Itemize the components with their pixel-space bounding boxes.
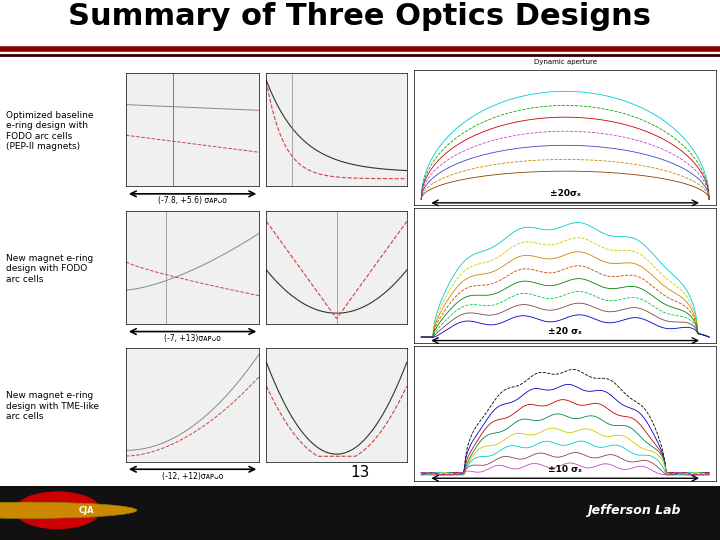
Circle shape — [0, 502, 137, 518]
Text: ±20 σₓ: ±20 σₓ — [548, 327, 582, 336]
Text: (-7, +13)σᴀᴘᴗᴏ: (-7, +13)σᴀᴘᴗᴏ — [164, 334, 221, 343]
Text: (-12, +12)σᴀᴘᴗᴏ: (-12, +12)σᴀᴘᴗᴏ — [162, 471, 223, 481]
Text: New magnet e-ring
design with TME-like
arc cells: New magnet e-ring design with TME-like a… — [6, 392, 99, 421]
Text: Summary of Three Optics Designs: Summary of Three Optics Designs — [68, 2, 652, 31]
Text: ±10 σₓ: ±10 σₓ — [548, 464, 582, 474]
Text: Jefferson Lab: Jefferson Lab — [587, 504, 680, 517]
Text: 13: 13 — [351, 465, 369, 480]
Ellipse shape — [14, 491, 101, 529]
Text: ±20σₓ: ±20σₓ — [550, 189, 580, 198]
Text: New magnet e-ring
design with FODO
arc cells: New magnet e-ring design with FODO arc c… — [6, 254, 94, 284]
Text: CJA: CJA — [78, 506, 94, 515]
Text: (-7.8, +5.6) σᴀᴘᴗᴏ: (-7.8, +5.6) σᴀᴘᴗᴏ — [158, 196, 227, 205]
Text: Optimized baseline
e-ring design with
FODO arc cells
(PEP-II magnets): Optimized baseline e-ring design with FO… — [6, 111, 94, 151]
Text: Dynamic aperture: Dynamic aperture — [534, 59, 597, 65]
